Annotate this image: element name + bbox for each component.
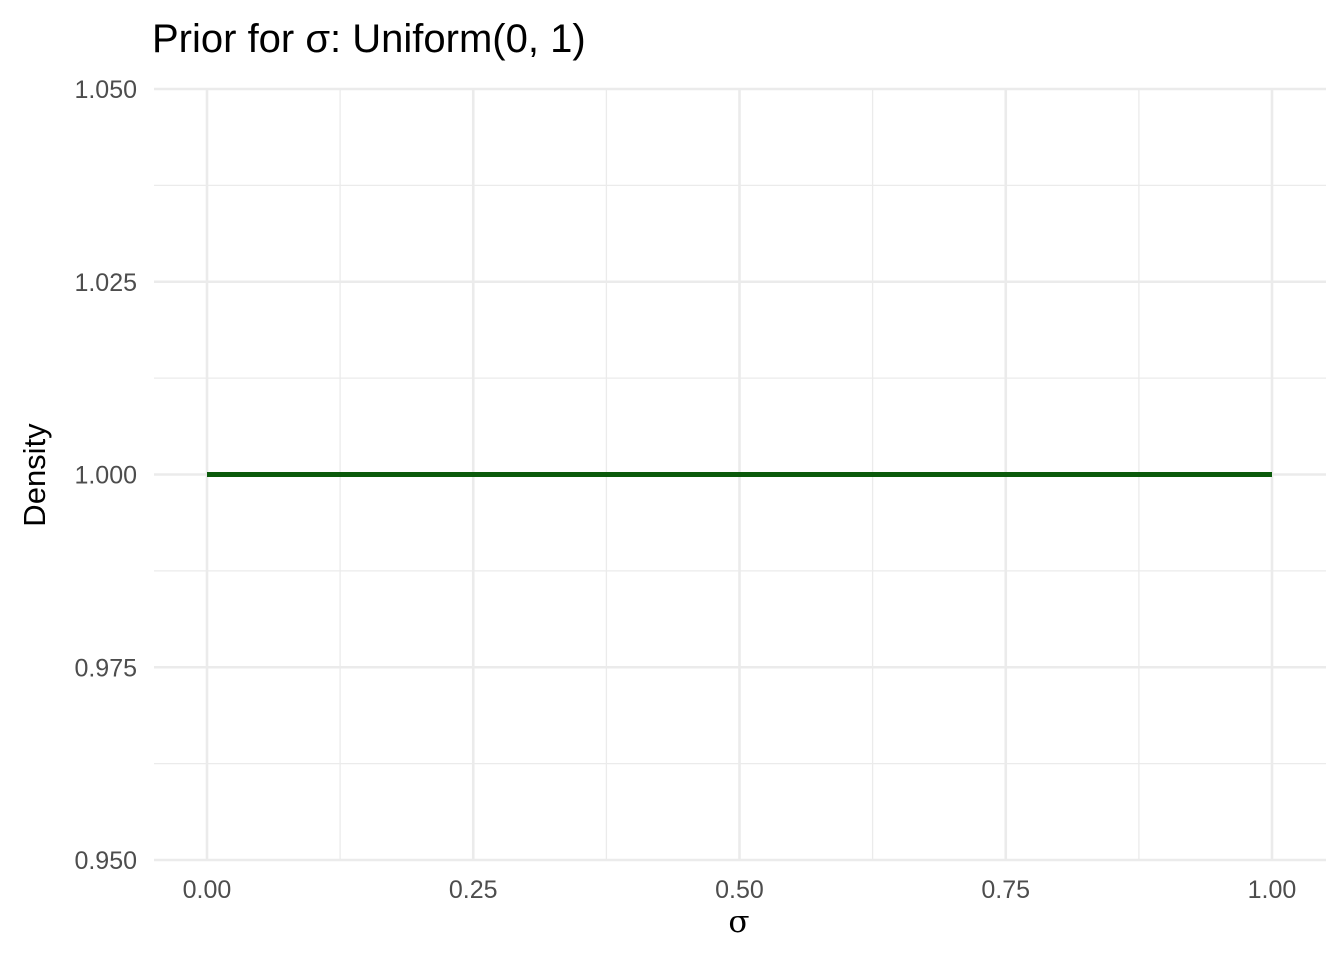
y-tick-labels: 0.950 0.975 1.000 1.025 1.050 [74, 76, 137, 875]
x-tick-label: 0.25 [449, 876, 498, 904]
y-axis-title: Density [17, 423, 52, 527]
y-tick-label: 1.025 [74, 269, 137, 297]
x-tick-labels: 0.00 0.25 0.50 0.75 1.00 [183, 876, 1297, 904]
y-tick-label: 1.050 [74, 76, 137, 104]
x-tick-label: 0.00 [183, 876, 232, 904]
x-axis-title: σ [728, 904, 749, 940]
y-tick-label: 0.950 [74, 847, 137, 875]
y-tick-label: 0.975 [74, 654, 137, 682]
x-tick-label: 0.75 [981, 876, 1030, 904]
x-tick-label: 1.00 [1248, 876, 1297, 904]
x-tick-label: 0.50 [715, 876, 764, 904]
y-tick-label: 1.000 [74, 462, 137, 490]
chart-title: Prior for σ: Uniform(0, 1) [152, 17, 586, 61]
